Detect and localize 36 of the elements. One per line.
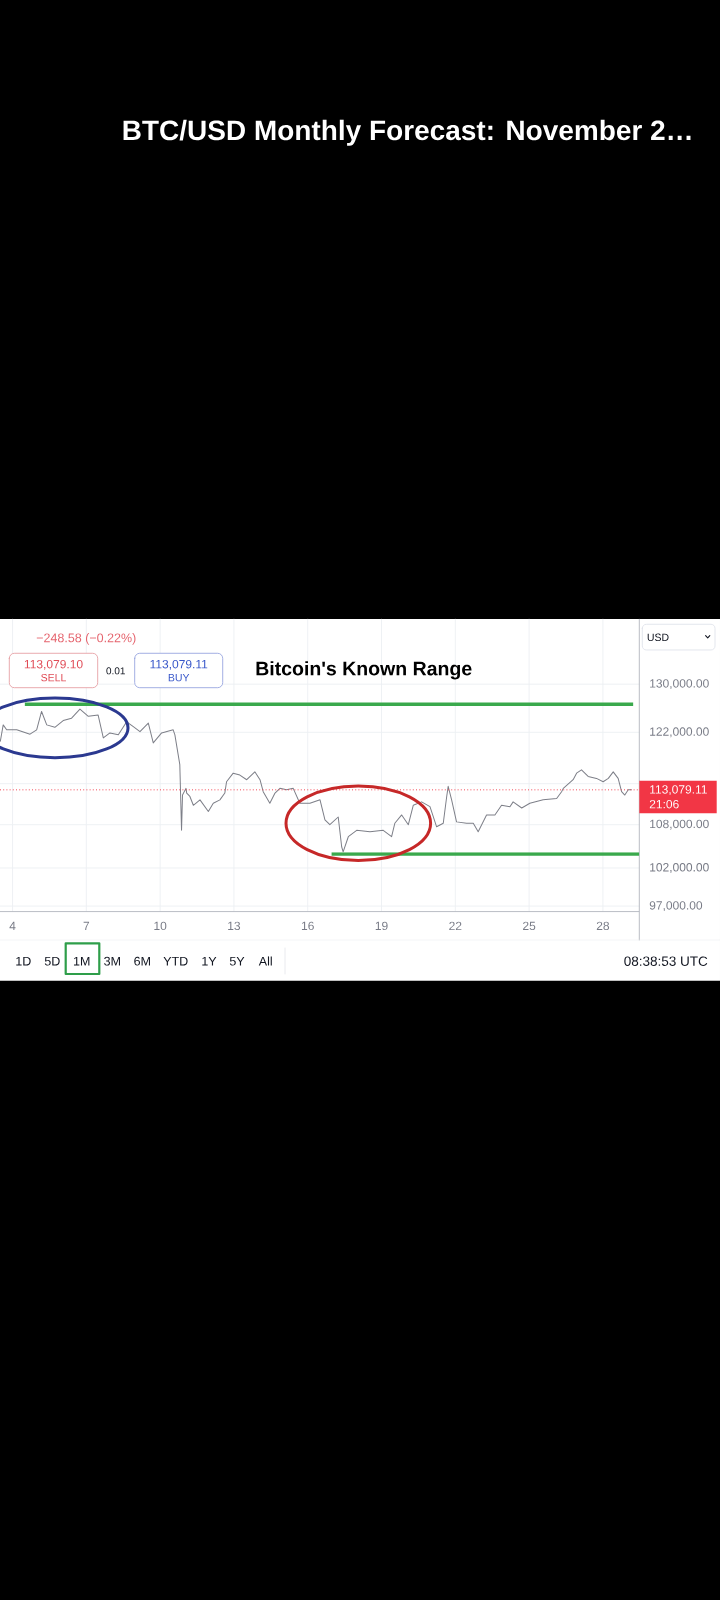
- text: 21:06: [649, 799, 679, 809]
- x-tick-label: 13: [228, 921, 241, 931]
- text: 1D: [16, 956, 31, 966]
- text: 1Y: [202, 956, 217, 966]
- chart-title: BTC/USD Monthly Forecast: November 2…: [123, 119, 691, 146]
- x-tick-label: 4: [9, 921, 16, 931]
- x-tick-label: 7: [83, 921, 90, 931]
- ref-line-label: 113,079.11: [650, 785, 707, 796]
- annotation: 0.01: [106, 667, 125, 675]
- line-series: [0, 708, 633, 853]
- x-tick-label: 28: [596, 921, 610, 931]
- y-tick-label: 130,000.00: [650, 679, 709, 690]
- x-tick-label: 22: [449, 921, 462, 931]
- annotation: BUY: [168, 674, 190, 682]
- x-tick-label: 25: [523, 921, 536, 931]
- annotation: SELL: [41, 673, 66, 682]
- y-tick-label: 102,000.00: [650, 863, 709, 873]
- annotation: 113,079.10: [24, 659, 83, 670]
- text: 3M: [104, 956, 120, 966]
- annotation: −248.58 (−0.22%): [36, 633, 136, 645]
- text: 5Y: [229, 956, 245, 966]
- y-axis-title: USD: [647, 633, 669, 642]
- y-tick-label: 108,000.00: [650, 819, 709, 830]
- text: 1M: [73, 956, 90, 966]
- x-tick-label: 16: [301, 921, 314, 931]
- text: Bitcoin's Known Range: [256, 661, 472, 680]
- annotation: 113,079.11: [150, 659, 208, 670]
- x-tick-label: 10: [154, 921, 167, 931]
- text: YTD: [163, 956, 188, 966]
- x-tick-label: 19: [375, 921, 388, 931]
- text: 6M: [134, 956, 150, 966]
- y-tick-label: 122,000.00: [650, 727, 709, 738]
- text: 08:38:53 UTC: [624, 956, 708, 966]
- text: 5D: [44, 956, 60, 966]
- y-tick-label: 97,000.00: [649, 901, 703, 912]
- text: All: [258, 956, 272, 966]
